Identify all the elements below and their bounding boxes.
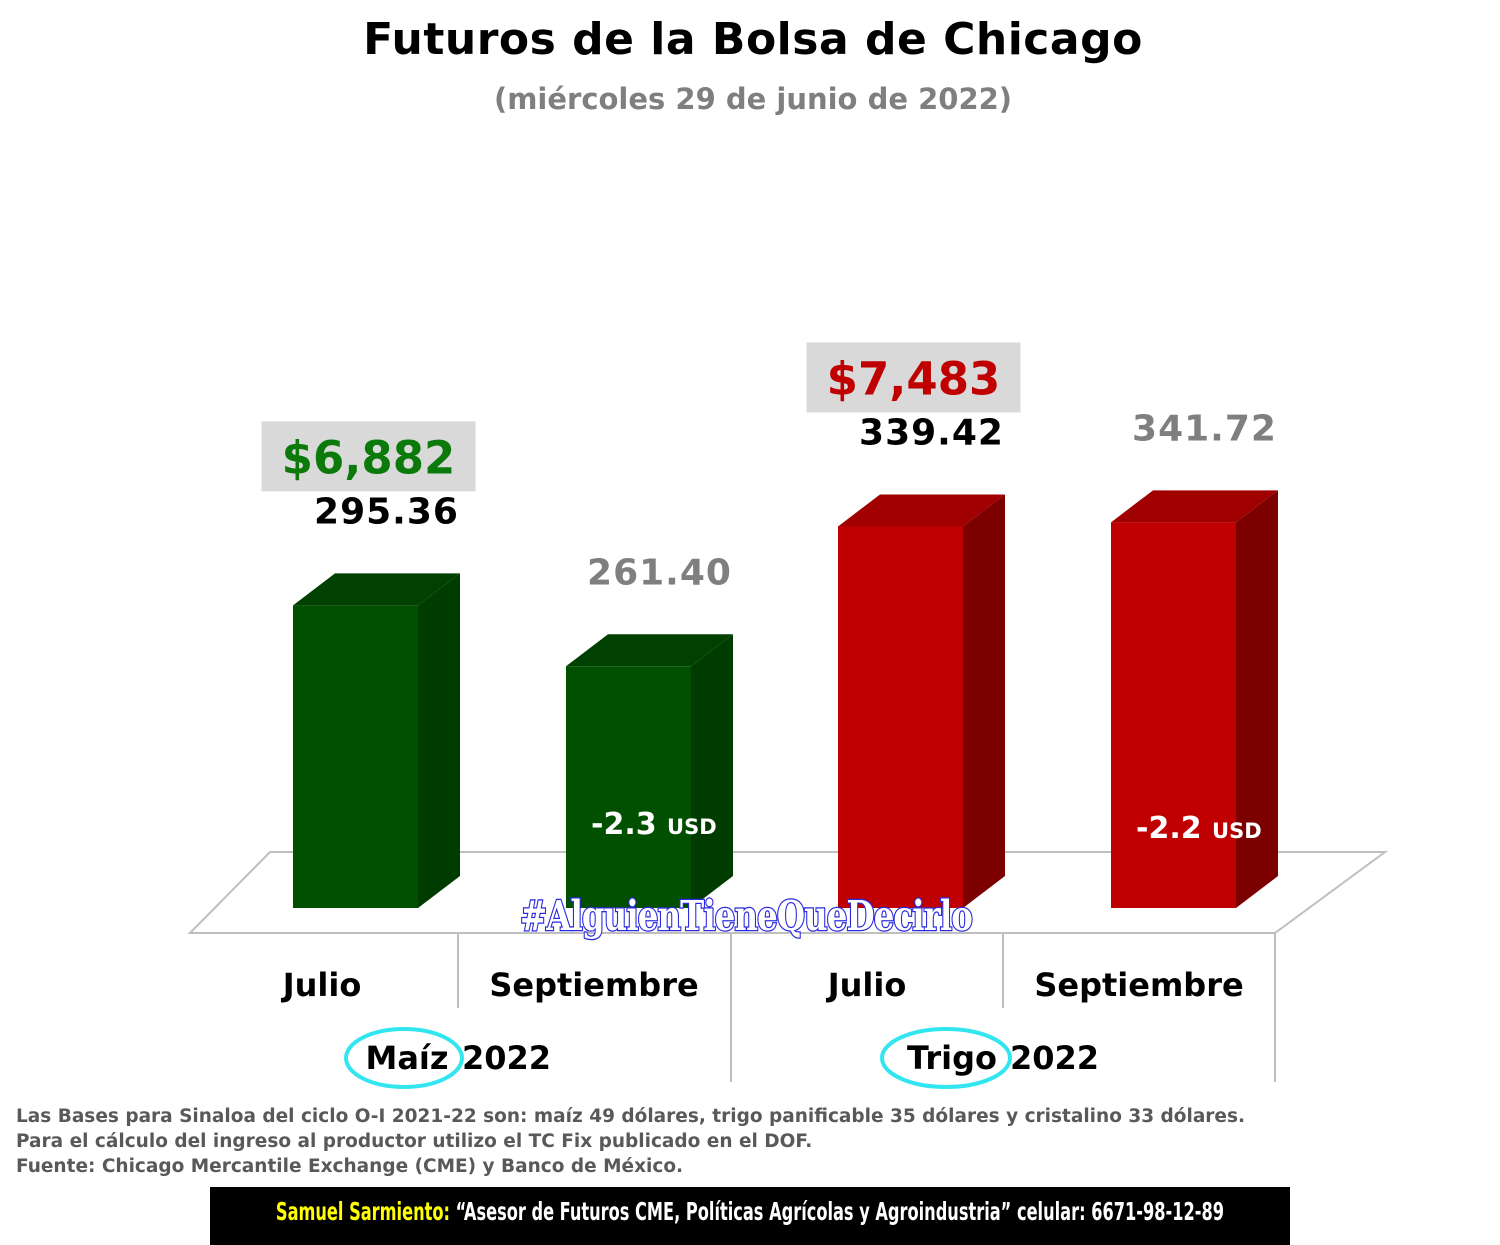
- bar-front: [1111, 522, 1236, 908]
- category-label: Julio: [281, 966, 362, 1004]
- bar-maiz-julio: 295.36: [293, 491, 460, 908]
- footnotes: Las Bases para Sinaloa del ciclo O-I 202…: [16, 1104, 1486, 1179]
- category-label: Julio: [826, 966, 907, 1004]
- bar-side: [963, 494, 1005, 908]
- bar-side: [418, 573, 460, 908]
- author-footer: Samuel Sarmiento: “Asesor de Futuros CME…: [210, 1187, 1290, 1245]
- bar-front: [566, 666, 691, 908]
- chart-title: Futuros de la Bolsa de Chicago: [363, 14, 1143, 65]
- bar-trigo-julio: 339.42: [838, 412, 1005, 908]
- spread-label: -2.2 USD: [1136, 811, 1262, 846]
- group-label-maíz: Maíz 2022: [344, 1027, 551, 1089]
- category-label: Septiembre: [1034, 966, 1243, 1004]
- highlight-ring: [880, 1027, 1012, 1089]
- data-label: 261.40: [587, 552, 732, 593]
- bar-top: [293, 573, 460, 606]
- bar-trigo-septiembre: 341.72: [1111, 408, 1278, 908]
- data-label: 341.72: [1132, 408, 1277, 449]
- author-tagline: “Asesor de Futuros CME, Políticas Agríco…: [449, 1197, 1012, 1226]
- price-badge-bg: [261, 421, 476, 492]
- group-label-trigo: Trigo 2022: [880, 1027, 1099, 1089]
- author-contact: celular: 6671-98-12-89: [1011, 1197, 1225, 1226]
- price-badge: $6,882: [261, 421, 476, 492]
- bar-side: [691, 634, 733, 908]
- bar-top: [566, 634, 733, 667]
- spread-value: -2.3 USD: [591, 807, 717, 842]
- note-bases: Las Bases para Sinaloa del ciclo O-I 202…: [16, 1106, 1246, 1127]
- author-name: Samuel Sarmiento:: [275, 1197, 450, 1226]
- group-year: 2022: [1010, 1039, 1099, 1077]
- bar-chart: 295.36 261.40 339.42 341.72 $6,882 $7,483 -2.3…: [187, 342, 1389, 1089]
- price-badge-text: $7,483: [827, 352, 1001, 405]
- data-label: 339.42: [859, 412, 1004, 453]
- category-label: Septiembre: [489, 966, 698, 1004]
- price-badge: $7,483: [806, 342, 1021, 413]
- chart-subtitle: (miércoles 29 de junio de 2022): [493, 82, 1013, 116]
- bar-top: [838, 494, 1005, 527]
- bar-side: [1236, 490, 1278, 908]
- bar-maiz-septiembre: 261.40: [566, 552, 733, 908]
- bar-front: [293, 605, 418, 908]
- floor-plane: [187, 851, 1389, 934]
- bar-top: [1111, 490, 1278, 523]
- note-exchange-rate: Para el cálculo del ingreso al productor…: [16, 1131, 813, 1152]
- spread-value: -2.2 USD: [1136, 811, 1262, 846]
- note-source: Fuente: Chicago Mercantile Exchange (CME…: [16, 1156, 684, 1177]
- watermark-hashtag: #AlguienTieneQueDecirlo: [520, 892, 972, 940]
- highlight-ring: [344, 1027, 464, 1089]
- data-label: 295.36: [314, 491, 459, 532]
- bar-front: [838, 526, 963, 908]
- spread-label: -2.3 USD: [591, 807, 717, 842]
- price-badge-bg: [806, 342, 1021, 413]
- chart-floor: [187, 851, 1389, 1082]
- group-year: 2022: [462, 1039, 551, 1077]
- price-badge-text: $6,882: [282, 431, 456, 484]
- group-word: Maíz: [365, 1039, 448, 1077]
- group-word: Trigo: [907, 1039, 997, 1077]
